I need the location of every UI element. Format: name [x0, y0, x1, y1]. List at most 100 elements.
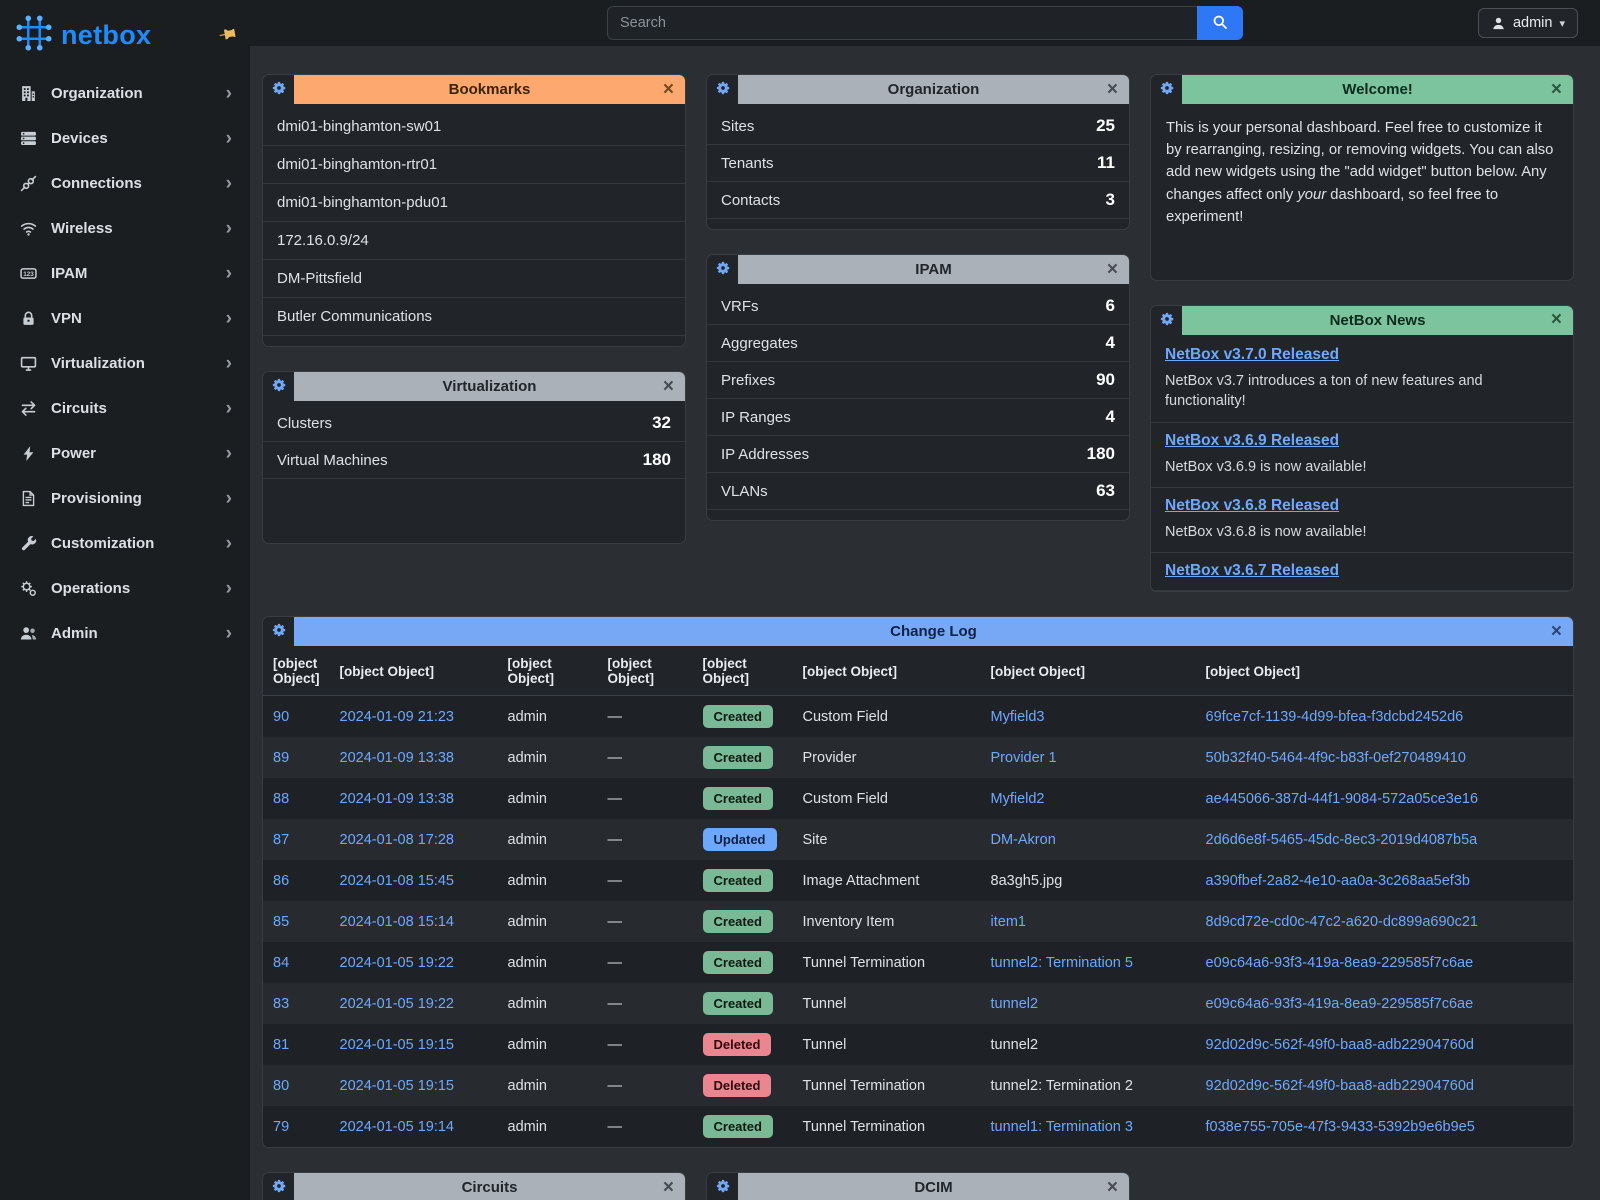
request-id-link[interactable]: e09c64a6-93f3-419a-8ea9-229585f7c6ae — [1206, 996, 1474, 1012]
stat-row[interactable]: VRFs 6 — [707, 288, 1129, 325]
widget-close-button[interactable]: × — [1546, 306, 1567, 335]
sidebar-item-operations[interactable]: Operations › — [0, 566, 250, 611]
changelog-object[interactable]: tunnel2 — [991, 996, 1039, 1012]
sidebar-item-virtualization[interactable]: Virtualization › — [0, 341, 250, 386]
changelog-id-link[interactable]: 80 — [273, 1078, 289, 1094]
widget-config-button[interactable] — [263, 372, 294, 401]
changelog-object[interactable]: DM-Akron — [991, 832, 1056, 848]
bookmark-item[interactable]: dmi01-binghamton-rtr01 — [263, 146, 685, 184]
request-id-link[interactable]: 92d02d9c-562f-49f0-baa8-adb22904760d — [1206, 1078, 1474, 1094]
widget-close-button[interactable]: × — [1102, 255, 1123, 284]
request-id-link[interactable]: 50b32f40-5464-4f9c-b83f-0ef270489410 — [1206, 750, 1466, 766]
pin-sidebar-button[interactable] — [217, 23, 240, 46]
changelog-object[interactable]: item1 — [991, 914, 1026, 930]
news-link[interactable]: NetBox v3.6.9 Released — [1165, 432, 1339, 449]
sidebar-item-provisioning[interactable]: Provisioning › — [0, 476, 250, 521]
bookmark-item[interactable]: dmi01-binghamton-pdu01 — [263, 184, 685, 222]
changelog-time-link[interactable]: 2024-01-05 19:15 — [340, 1078, 455, 1094]
widget-config-button[interactable] — [263, 75, 294, 104]
news-link[interactable]: NetBox v3.7.0 Released — [1165, 346, 1339, 363]
changelog-time-link[interactable]: 2024-01-05 19:22 — [340, 996, 455, 1012]
sidebar-item-power[interactable]: Power › — [0, 431, 250, 476]
changelog-time-link[interactable]: 2024-01-09 13:38 — [340, 750, 455, 766]
widget-close-button[interactable]: × — [1102, 75, 1123, 104]
changelog-id-link[interactable]: 84 — [273, 955, 289, 971]
request-id-link[interactable]: 8d9cd72e-cd0c-47c2-a620-dc899a690c21 — [1206, 914, 1478, 930]
stat-row[interactable]: Sites 25 — [707, 108, 1129, 145]
changelog-id-link[interactable]: 83 — [273, 996, 289, 1012]
news-link[interactable]: NetBox v3.6.7 Released — [1165, 562, 1339, 579]
changelog-object[interactable]: tunnel1: Termination 3 — [991, 1119, 1133, 1135]
sidebar-item-admin[interactable]: Admin › — [0, 611, 250, 656]
widget-config-button[interactable] — [1151, 75, 1182, 104]
sidebar-item-customization[interactable]: Customization › — [0, 521, 250, 566]
stat-row[interactable]: Virtual Machines 180 — [263, 442, 685, 479]
changelog-id-link[interactable]: 88 — [273, 791, 289, 807]
changelog-id-link[interactable]: 79 — [273, 1119, 289, 1135]
widget-config-button[interactable] — [1151, 306, 1182, 335]
stat-row[interactable]: Tenants 11 — [707, 145, 1129, 182]
request-id-link[interactable]: ae445066-387d-44f1-9084-572a05ce3e16 — [1206, 791, 1479, 807]
widget-close-button[interactable]: × — [1102, 1173, 1123, 1200]
bookmark-item[interactable]: 172.16.0.9/24 — [263, 222, 685, 260]
widget-config-button[interactable] — [707, 255, 738, 284]
search-input[interactable] — [607, 6, 1197, 40]
sidebar-item-circuits[interactable]: Circuits › — [0, 386, 250, 431]
news-link[interactable]: NetBox v3.6.8 Released — [1165, 497, 1339, 514]
stat-row[interactable]: Prefixes 90 — [707, 362, 1129, 399]
stat-row[interactable]: IP Addresses 180 — [707, 436, 1129, 473]
changelog-time-link[interactable]: 2024-01-08 15:45 — [340, 873, 455, 889]
changelog-time-link[interactable]: 2024-01-09 21:23 — [340, 709, 455, 725]
bookmark-item[interactable]: DM-Pittsfield — [263, 260, 685, 298]
sidebar-item-ipam[interactable]: 123 IPAM › — [0, 251, 250, 296]
sidebar-item-connections[interactable]: Connections › — [0, 161, 250, 206]
widget-config-button[interactable] — [263, 617, 294, 646]
request-id-link[interactable]: 92d02d9c-562f-49f0-baa8-adb22904760d — [1206, 1037, 1474, 1053]
sidebar-item-organization[interactable]: Organization › — [0, 71, 250, 116]
widget-close-button[interactable]: × — [658, 372, 679, 401]
widget-close-button[interactable]: × — [658, 1173, 679, 1200]
sidebar-item-devices[interactable]: Devices › — [0, 116, 250, 161]
request-id-link[interactable]: f038e755-705e-47f3-9433-5392b9e6b9e5 — [1206, 1119, 1475, 1135]
stat-row[interactable]: IP Ranges 4 — [707, 399, 1129, 436]
changelog-object[interactable]: Myfield3 — [991, 709, 1045, 725]
request-id-link[interactable]: 69fce7cf-1139-4d99-bfea-f3dcbd2452d6 — [1206, 709, 1464, 725]
request-id-link[interactable]: 2d6d6e8f-5465-45dc-8ec3-2019d4087b5a — [1206, 832, 1478, 848]
widget-config-button[interactable] — [263, 1173, 294, 1200]
user-menu-button[interactable]: admin ▾ — [1478, 8, 1578, 38]
changelog-time-link[interactable]: 2024-01-09 13:38 — [340, 791, 455, 807]
changelog-id-link[interactable]: 90 — [273, 709, 289, 725]
widget-config-button[interactable] — [707, 75, 738, 104]
stat-row[interactable]: VLANs 63 — [707, 473, 1129, 510]
changelog-id-link[interactable]: 85 — [273, 914, 289, 930]
search-icon — [1212, 14, 1228, 33]
sidebar-item-vpn[interactable]: VPN › — [0, 296, 250, 341]
bookmark-item[interactable]: dmi01-binghamton-sw01 — [263, 108, 685, 146]
changelog-id-link[interactable]: 86 — [273, 873, 289, 889]
changelog-time-link[interactable]: 2024-01-05 19:14 — [340, 1119, 455, 1135]
request-id-link[interactable]: e09c64a6-93f3-419a-8ea9-229585f7c6ae — [1206, 955, 1474, 971]
changelog-object[interactable]: tunnel2: Termination 5 — [991, 955, 1133, 971]
changelog-object[interactable]: Provider 1 — [991, 750, 1057, 766]
changelog-time-link[interactable]: 2024-01-05 19:15 — [340, 1037, 455, 1053]
changelog-time-link[interactable]: 2024-01-08 15:14 — [340, 914, 455, 930]
changelog-object[interactable]: Myfield2 — [991, 791, 1045, 807]
changelog-time-link[interactable]: 2024-01-08 17:28 — [340, 832, 455, 848]
widget-close-button[interactable]: × — [658, 75, 679, 104]
table-row: 80 2024-01-05 19:15 admin — Deleted Tunn… — [263, 1065, 1573, 1106]
changelog-id-link[interactable]: 81 — [273, 1037, 289, 1053]
stat-row[interactable]: Aggregates 4 — [707, 325, 1129, 362]
widget-config-button[interactable] — [707, 1173, 738, 1200]
netbox-logo-link[interactable]: netbox — [0, 0, 250, 71]
widget-close-button[interactable]: × — [1546, 75, 1567, 104]
sidebar-item-wireless[interactable]: Wireless › — [0, 206, 250, 251]
search-button[interactable] — [1197, 6, 1243, 40]
changelog-id-link[interactable]: 89 — [273, 750, 289, 766]
stat-row[interactable]: Contacts 3 — [707, 182, 1129, 219]
changelog-id-link[interactable]: 87 — [273, 832, 289, 848]
changelog-time-link[interactable]: 2024-01-05 19:22 — [340, 955, 455, 971]
request-id-link[interactable]: a390fbef-2a82-4e10-aa0a-3c268aa5ef3b — [1206, 873, 1470, 889]
widget-close-button[interactable]: × — [1546, 617, 1567, 646]
stat-row[interactable]: Clusters 32 — [263, 405, 685, 442]
bookmark-item[interactable]: Butler Communications — [263, 298, 685, 336]
